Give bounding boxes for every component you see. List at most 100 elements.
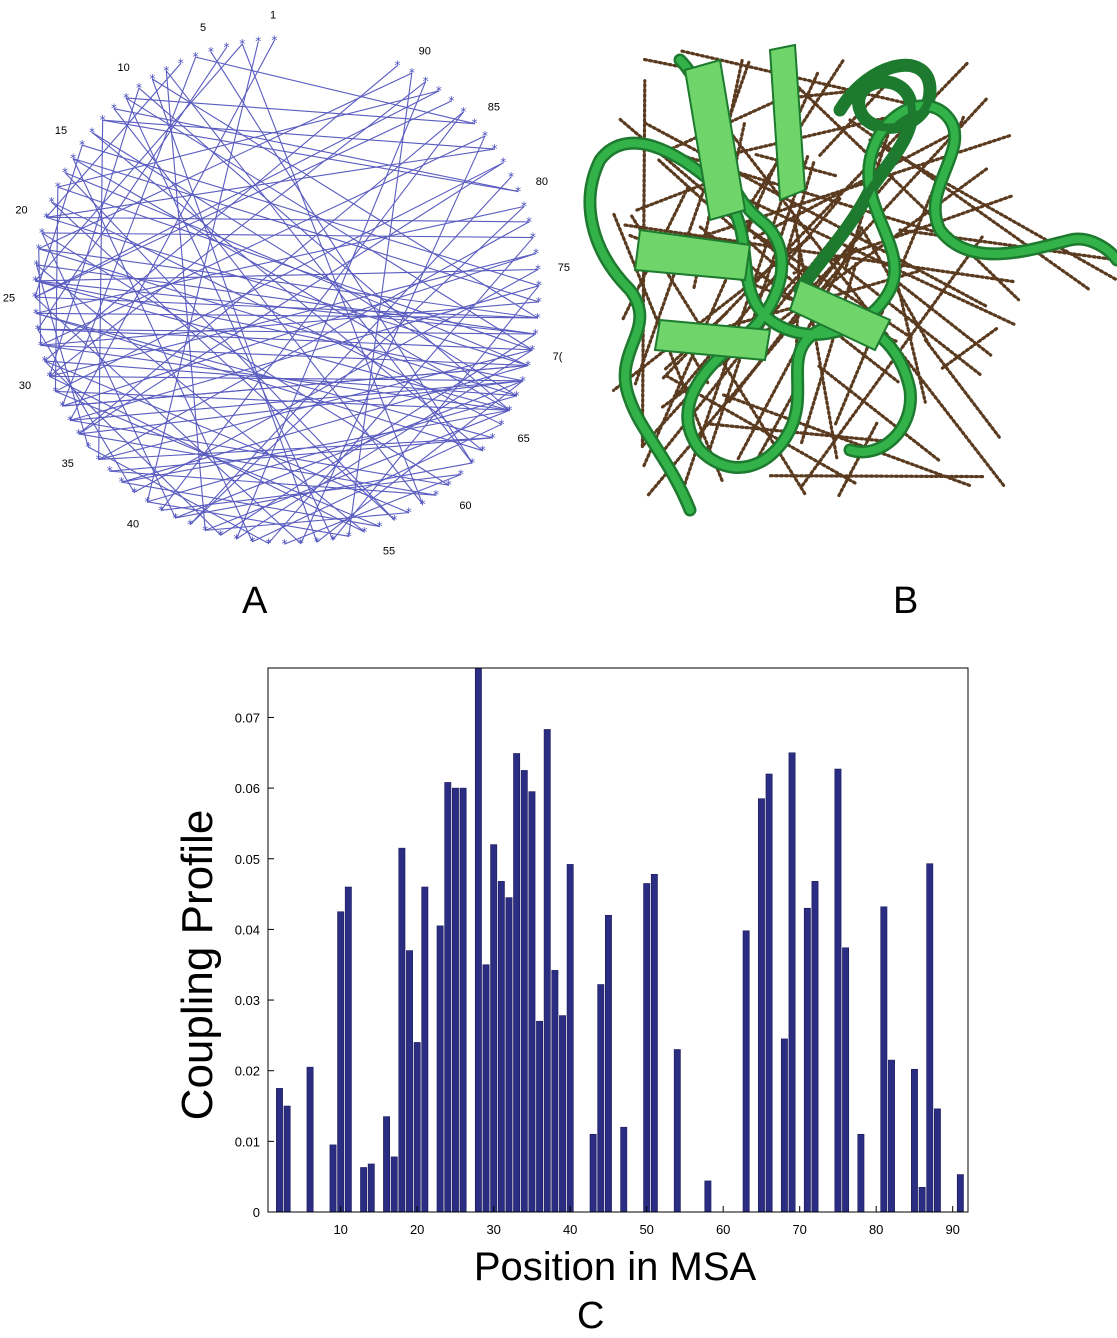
bar xyxy=(520,770,528,1213)
network-edge xyxy=(35,268,539,282)
network-node: * xyxy=(255,35,261,49)
network-edge xyxy=(78,380,523,435)
network-edge xyxy=(45,63,182,218)
network-node: * xyxy=(123,91,129,105)
network-edge xyxy=(40,135,486,346)
y-axis: 0 0.01 0.02 0.03 0.04 0.05 0.06 0.07 xyxy=(235,710,274,1220)
network-node: * xyxy=(107,464,113,478)
network-node: * xyxy=(36,242,42,256)
network-node: * xyxy=(52,384,58,398)
network-node: * xyxy=(526,215,532,229)
contact-line xyxy=(682,70,1007,489)
bar xyxy=(421,886,429,1213)
network-node: * xyxy=(96,452,102,466)
network-node: * xyxy=(149,72,155,86)
network-edge xyxy=(78,162,504,435)
network-edge xyxy=(98,120,104,460)
network-edge xyxy=(37,328,536,335)
network-edge xyxy=(44,360,222,536)
bar xyxy=(765,773,773,1213)
network-edge xyxy=(35,312,493,439)
network-edge xyxy=(38,248,517,397)
network-node: * xyxy=(35,322,41,336)
network-edge xyxy=(61,56,197,407)
network-node: * xyxy=(480,444,486,458)
network-node: * xyxy=(144,495,150,509)
bar xyxy=(406,950,413,1213)
network-edge xyxy=(55,390,510,411)
x-tick-label: 40 xyxy=(563,1222,577,1237)
network-node: * xyxy=(508,170,514,184)
contact-line xyxy=(704,422,889,443)
x-tick-label: 90 xyxy=(945,1222,959,1237)
bar xyxy=(834,768,842,1213)
x-tick-label: 30 xyxy=(486,1222,500,1237)
network-edge xyxy=(44,360,517,397)
network-edge xyxy=(35,205,525,314)
network-edge xyxy=(46,148,495,218)
network-edge xyxy=(121,364,529,483)
beta-strand xyxy=(653,318,772,362)
network-node: * xyxy=(172,511,178,525)
network-edge xyxy=(34,100,452,298)
network-edge xyxy=(205,512,409,531)
network-node: * xyxy=(330,533,336,547)
network-node: * xyxy=(361,525,367,539)
network-node: * xyxy=(187,518,193,532)
bar xyxy=(605,914,612,1213)
network-node: * xyxy=(498,417,504,431)
network-edge xyxy=(40,344,529,367)
contact-line xyxy=(837,421,879,498)
network-edge xyxy=(51,201,395,521)
network-node: * xyxy=(239,37,245,51)
network-node: * xyxy=(100,113,106,127)
network-node: * xyxy=(533,246,539,260)
network-edge xyxy=(34,43,243,282)
network-edge xyxy=(35,264,89,448)
network-edge xyxy=(35,280,523,382)
network-node: * xyxy=(536,279,542,293)
y-tick-label: 0.05 xyxy=(235,852,260,867)
bar xyxy=(758,798,765,1213)
bar xyxy=(505,897,513,1213)
network-edge xyxy=(151,78,318,543)
bar xyxy=(589,1133,597,1213)
ribbon-loop xyxy=(676,56,915,472)
contact-line xyxy=(677,48,944,114)
bar xyxy=(306,1066,314,1213)
network-node: * xyxy=(436,84,442,98)
x-tick-label: 50 xyxy=(639,1222,653,1237)
contact-line xyxy=(800,235,984,487)
network-edge xyxy=(73,158,539,303)
network-edge xyxy=(46,216,530,223)
node-label: 30 xyxy=(19,380,31,392)
network-edge xyxy=(109,437,493,472)
protein-ribbon xyxy=(583,53,1117,517)
network-edge xyxy=(42,232,534,239)
network-node: * xyxy=(223,40,229,54)
ribbon-helix xyxy=(796,61,934,294)
network-node: * xyxy=(178,56,184,70)
network-edge xyxy=(175,380,524,519)
contact-line xyxy=(635,181,709,212)
network-edge xyxy=(70,380,523,421)
y-tick-label: 0.01 xyxy=(235,1134,260,1149)
bar xyxy=(704,1180,712,1213)
bar xyxy=(329,1144,337,1213)
network-node: * xyxy=(67,413,73,427)
network-node: * xyxy=(492,142,498,156)
network-node: * xyxy=(38,338,44,352)
network-edge xyxy=(64,172,395,521)
bar xyxy=(436,925,444,1213)
network-node: * xyxy=(89,125,95,139)
bar xyxy=(276,1088,283,1213)
bar xyxy=(543,729,551,1213)
bar xyxy=(857,1133,865,1213)
network-edge xyxy=(35,312,483,452)
network-node: * xyxy=(482,129,488,143)
bar xyxy=(459,787,467,1213)
network-node: * xyxy=(446,478,452,492)
network-edge xyxy=(37,47,227,330)
network-node: * xyxy=(530,231,536,245)
